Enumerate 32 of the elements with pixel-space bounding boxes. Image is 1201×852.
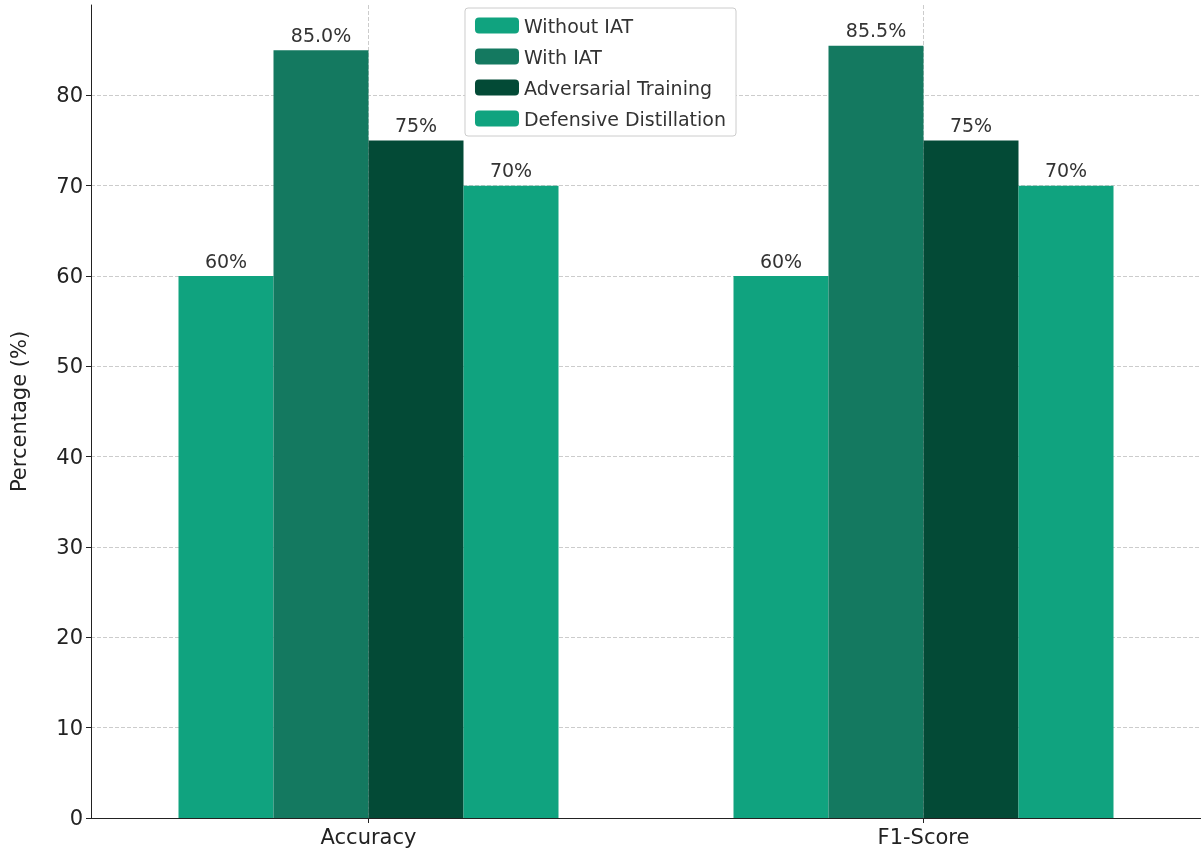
- y-axis-title: Percentage (%): [6, 330, 31, 493]
- bar: [368, 140, 464, 818]
- bar: [923, 140, 1019, 818]
- data-label: 85.5%: [845, 19, 907, 42]
- y-tick-label: 0: [69, 806, 83, 830]
- data-label: 60%: [204, 249, 248, 272]
- data-label: 60%: [759, 249, 803, 272]
- y-tick-label: 40: [56, 444, 83, 469]
- legend-label: Without IAT: [523, 14, 634, 37]
- bar: [828, 45, 924, 818]
- data-label: 85.0%: [290, 23, 352, 46]
- bar: [733, 276, 829, 818]
- x-tick-label: F1-Score: [877, 824, 970, 849]
- x-tick-label: Accuracy: [320, 824, 417, 849]
- bar: [1018, 185, 1114, 818]
- data-label: 75%: [394, 114, 438, 136]
- bar: [178, 276, 274, 818]
- y-tick-label: 80: [56, 83, 83, 108]
- y-tick-label: 10: [56, 715, 83, 740]
- data-label: 70%: [1044, 159, 1088, 182]
- y-tick-label: 70: [56, 173, 83, 198]
- y-tick-label: 60: [56, 264, 83, 288]
- data-label: 75%: [949, 114, 993, 136]
- y-tick-label: 20: [56, 625, 83, 650]
- bar: [463, 185, 559, 818]
- legend-label: Defensive Distillation: [523, 107, 727, 130]
- y-tick-label: 30: [56, 535, 83, 559]
- bar: [273, 50, 369, 818]
- legend-label: With IAT: [523, 45, 603, 68]
- data-label: 70%: [489, 159, 533, 182]
- y-tick-label: 50: [56, 354, 83, 379]
- legend-label: Adversarial Training: [523, 76, 713, 99]
